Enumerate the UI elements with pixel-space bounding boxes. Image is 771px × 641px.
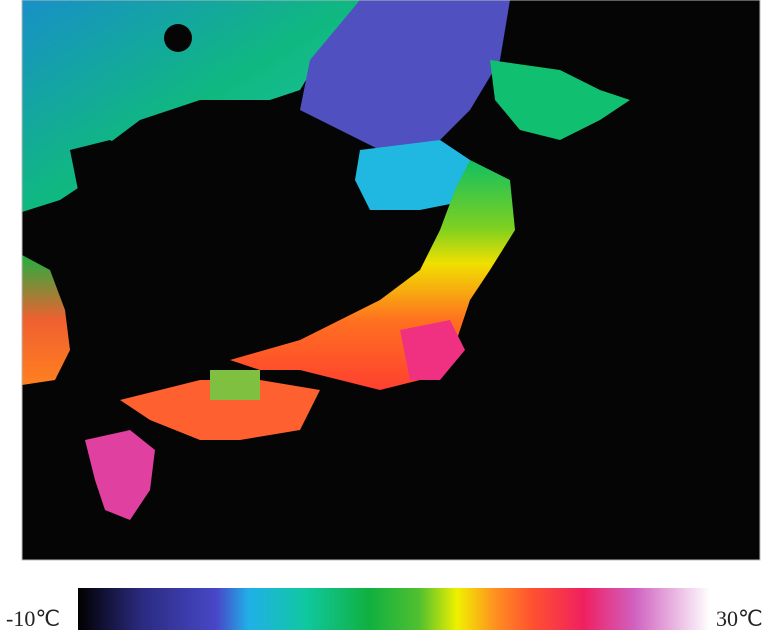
chugoku-highland — [210, 370, 260, 400]
map — [22, 0, 760, 560]
temperature-map-figure: -10℃ 30℃ — [0, 0, 771, 641]
lake — [164, 24, 192, 52]
scale-min-label: -10℃ — [6, 606, 60, 631]
color-scale-bar — [78, 588, 710, 630]
color-scale: -10℃ 30℃ — [6, 588, 763, 631]
scale-max-label: 30℃ — [716, 606, 763, 631]
